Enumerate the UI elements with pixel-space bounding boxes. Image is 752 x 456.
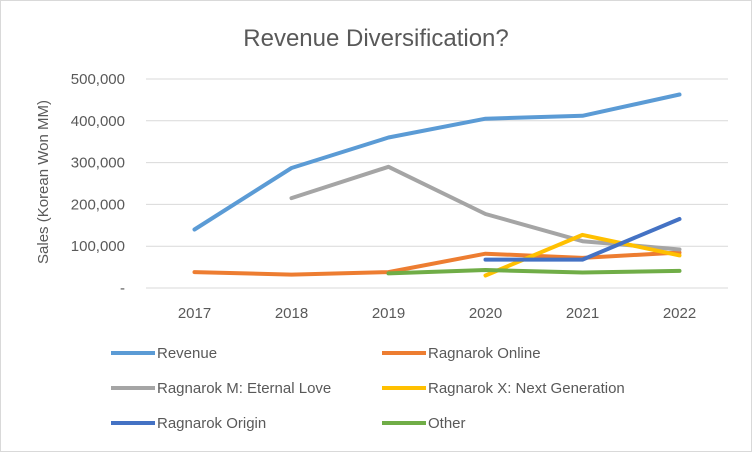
legend-item[interactable]: Ragnarok Origin [111,415,266,432]
legend-label: Ragnarok X: Next Generation [428,380,625,397]
x-axis-ticks: 2017 2018 2019 2020 2021 2022 [178,305,696,322]
y-axis-label: Sales (Korean Won MM) [35,100,52,264]
y-tick-label: 200,000 [71,196,125,213]
legend-item[interactable]: Other [382,415,466,432]
x-tick-label: 2019 [372,305,405,322]
legend: Revenue Ragnarok Online Ragnarok M: Eterna… [111,345,625,432]
series-lines [194,94,679,275]
x-tick-label: 2017 [178,305,211,322]
legend-item[interactable]: Ragnarok M: Eternal Love [111,380,331,397]
series-ragnarok-m-eternal-love [291,167,679,250]
x-tick-label: 2018 [275,305,308,322]
series-line [292,167,680,250]
legend-item[interactable]: Ragnarok Online [382,345,541,362]
series-other [388,270,679,273]
legend-label: Ragnarok Origin [157,415,266,432]
series-revenue [194,94,679,229]
series-line [195,95,680,230]
chart-title: Revenue Diversification? [243,25,508,52]
x-tick-label: 2022 [663,305,696,322]
legend-item[interactable]: Ragnarok X: Next Generation [382,380,625,397]
legend-label: Revenue [157,345,217,362]
legend-label: Ragnarok M: Eternal Love [157,380,331,397]
legend-item[interactable]: Revenue [111,345,217,362]
x-tick-label: 2020 [469,305,502,322]
y-tick-label: 500,000 [71,71,125,88]
y-tick-label: 400,000 [71,113,125,130]
legend-label: Other [428,415,466,432]
legend-label: Ragnarok Online [428,345,541,362]
y-tick-label: 300,000 [71,155,125,172]
y-axis-ticks: - 100,000 200,000 300,000 400,000 500,000 [71,71,125,297]
y-tick-label: 100,000 [71,238,125,255]
x-tick-label: 2021 [566,305,599,322]
y-tick-label: - [120,280,125,297]
series-line [389,270,680,273]
